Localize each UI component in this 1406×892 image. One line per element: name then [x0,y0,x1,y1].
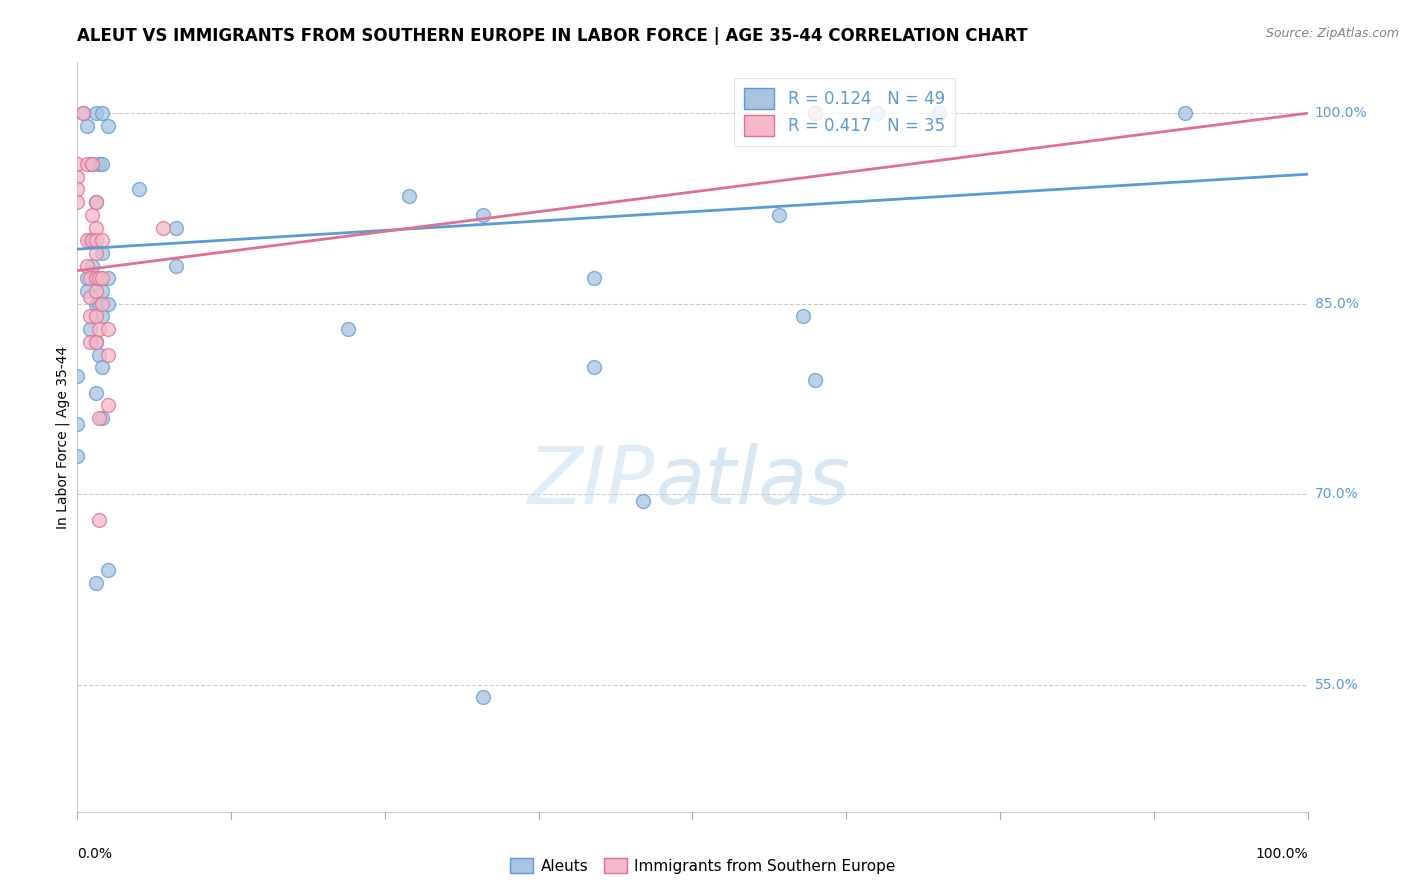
Point [84,195,107,210]
Point [97,322,120,336]
Point [79,322,101,336]
Point [128,182,150,196]
Point [90,233,114,247]
Point [84,271,107,285]
Point [89,513,111,527]
Point [79,290,101,304]
Point [89,411,111,425]
Point [76,271,98,285]
Point [89,157,111,171]
Point [633,493,655,508]
Text: 70.0%: 70.0% [1315,487,1358,501]
Point [72,106,94,120]
Point [90,246,114,260]
Y-axis label: In Labor Force | Age 35-44: In Labor Force | Age 35-44 [56,345,70,529]
Point [583,271,606,285]
Point [79,271,101,285]
Point [66,182,89,196]
Legend: Aleuts, Immigrants from Southern Europe: Aleuts, Immigrants from Southern Europe [505,852,901,880]
Point [89,347,111,361]
Point [84,271,107,285]
Point [337,322,360,336]
Text: atlas: atlas [655,443,851,521]
Point [84,220,107,235]
Point [66,449,89,463]
Point [79,334,101,349]
Point [90,106,114,120]
Point [84,334,107,349]
Point [583,360,606,375]
Text: Source: ZipAtlas.com: Source: ZipAtlas.com [1265,27,1399,40]
Point [84,246,107,260]
Point [84,297,107,311]
Point [90,360,114,375]
Point [84,106,107,120]
Point [472,690,495,705]
Point [97,297,120,311]
Point [866,106,889,120]
Point [76,119,98,133]
Point [792,310,814,324]
Text: ZIP: ZIP [529,443,655,521]
Point [76,259,98,273]
Text: 55.0%: 55.0% [1315,678,1358,691]
Point [84,385,107,400]
Point [90,157,114,171]
Point [66,169,89,184]
Point [90,310,114,324]
Point [89,271,111,285]
Legend: R = 0.124   N = 49, R = 0.417   N = 35: R = 0.124 N = 49, R = 0.417 N = 35 [734,78,955,145]
Point [97,347,120,361]
Point [84,233,107,247]
Point [66,369,89,384]
Point [90,284,114,298]
Point [97,119,120,133]
Point [84,284,107,298]
Point [1174,106,1197,120]
Point [82,259,104,273]
Point [928,106,950,120]
Point [84,195,107,210]
Point [97,398,120,412]
Point [82,157,104,171]
Point [66,417,89,432]
Point [89,297,111,311]
Text: 85.0%: 85.0% [1315,297,1358,310]
Point [90,297,114,311]
Point [804,106,827,120]
Point [165,259,187,273]
Point [90,411,114,425]
Point [79,310,101,324]
Point [82,157,104,171]
Point [472,208,495,222]
Point [97,563,120,577]
Point [804,373,827,387]
Point [79,233,101,247]
Text: ALEUT VS IMMIGRANTS FROM SOUTHERN EUROPE IN LABOR FORCE | AGE 35-44 CORRELATION : ALEUT VS IMMIGRANTS FROM SOUTHERN EUROPE… [77,27,1028,45]
Text: 100.0%: 100.0% [1315,106,1367,120]
Point [165,220,187,235]
Point [76,233,98,247]
Point [84,310,107,324]
Point [97,271,120,285]
Point [768,208,790,222]
Point [84,334,107,349]
Text: 100.0%: 100.0% [1256,847,1308,862]
Text: 0.0%: 0.0% [77,847,112,862]
Point [82,233,104,247]
Point [89,322,111,336]
Point [66,195,89,210]
Point [66,157,89,171]
Point [84,576,107,591]
Point [72,106,94,120]
Point [804,106,827,120]
Point [76,284,98,298]
Point [152,220,174,235]
Point [398,188,420,202]
Point [82,208,104,222]
Point [76,157,98,171]
Point [90,271,114,285]
